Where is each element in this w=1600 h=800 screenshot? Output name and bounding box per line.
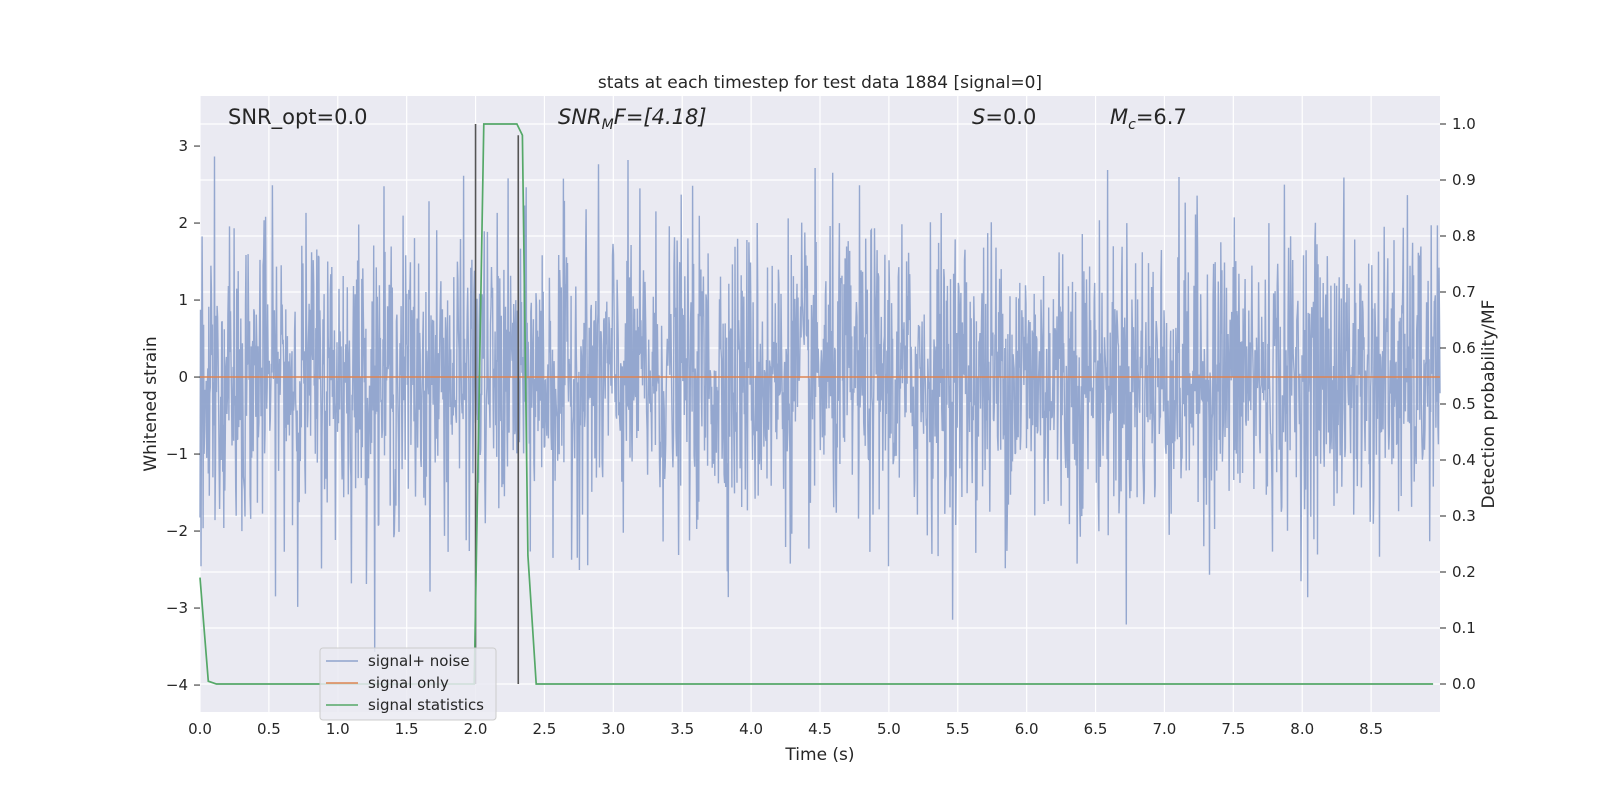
y-ticks: 3 2 1 0 −1 −2 −3 −4 (166, 137, 200, 694)
signal-noise-trace (199, 156, 1441, 653)
mc-rest: =6.7 (1136, 105, 1187, 129)
y-tick-label: 0 (178, 368, 188, 386)
x-tick-label: 0.5 (257, 720, 281, 738)
x-tick-label: 8.5 (1359, 720, 1383, 738)
y-tick-label: 1 (178, 291, 188, 309)
x-tick-label: 5.5 (946, 720, 970, 738)
x-tick-label: 4.5 (808, 720, 832, 738)
legend: signal+ noise signal only signal statist… (319, 647, 497, 721)
y2-axis-label: Detection probability/MF (1479, 300, 1499, 509)
snr-mf-sub: M (602, 117, 614, 133)
legend-box (319, 647, 497, 721)
y2-tick-label: 0.2 (1452, 563, 1476, 581)
x-axis-label: Time (s) (784, 745, 854, 765)
x-tick-label: 3.5 (670, 720, 694, 738)
x-tick-label: 0.0 (188, 720, 212, 738)
x-tick-label: 7.0 (1153, 720, 1177, 738)
x-tick-label: 6.0 (1015, 720, 1039, 738)
y2-tick-label: 0.6 (1452, 339, 1476, 357)
y2-tick-label: 0.9 (1452, 171, 1476, 189)
y-tick-label: −3 (166, 599, 188, 617)
y2-tick-label: 0.0 (1452, 675, 1476, 693)
x-tick-label: 1.0 (326, 720, 350, 738)
x-tick-label: 4.0 (739, 720, 763, 738)
legend-label-signal-noise: signal+ noise (368, 652, 470, 670)
mc-sub: c (1128, 117, 1136, 133)
x-tick-label: 6.5 (1084, 720, 1108, 738)
annotation-mc: Mc=6.7 (1110, 105, 1187, 133)
annotation-s: S=0.0 (972, 105, 1036, 129)
x-tick-label: 3.0 (601, 720, 625, 738)
snr-mf-rest: F=[4.18] (614, 105, 707, 129)
y-tick-label: −1 (166, 445, 188, 463)
legend-label-signal-statistics: signal statistics (368, 696, 484, 714)
y2-tick-label: 0.1 (1452, 619, 1476, 637)
annotation-snr-opt: SNR_opt=0.0 (228, 105, 368, 130)
y2-tick-label: 0.4 (1452, 451, 1476, 469)
x-tick-label: 1.5 (395, 720, 419, 738)
x-tick-label: 2.5 (533, 720, 557, 738)
y2-tick-label: 0.7 (1452, 283, 1476, 301)
x-tick-label: 5.0 (877, 720, 901, 738)
x-tick-label: 8.0 (1290, 720, 1314, 738)
x-ticks: 0.0 0.5 1.0 1.5 2.0 2.5 3.0 3.5 4.0 4.5 5.0 5.5 6.0 6… (188, 720, 1383, 738)
y2-tick-label: 0.8 (1452, 227, 1476, 245)
annotation-snr-mf: SNRMF=[4.18] (558, 105, 707, 133)
snr-mf-main: SNR (558, 105, 602, 129)
series-signal-statistics (199, 123, 1434, 685)
series-signal-noise (199, 156, 1441, 653)
y-axis-label: Whitened strain (141, 336, 161, 471)
x-tick-label: 7.5 (1221, 720, 1245, 738)
y2-tick-label: 1.0 (1452, 115, 1476, 133)
y2-ticks: 1.0 0.9 0.8 0.7 0.6 0.5 0.4 0.3 0.2 0.1 0.0 (1440, 115, 1476, 693)
y-tick-label: −4 (166, 676, 188, 694)
x-tick-label: 2.0 (464, 720, 488, 738)
s-rest: =0.0 (985, 105, 1036, 129)
legend-label-signal-only: signal only (368, 674, 449, 692)
y-tick-label: 3 (178, 137, 188, 155)
mc-main: M (1110, 105, 1128, 129)
y-tick-label: 2 (178, 214, 188, 232)
chart-title: stats at each timestep for test data 188… (598, 73, 1042, 93)
y2-tick-label: 0.3 (1452, 507, 1476, 525)
s-main: S (972, 105, 985, 129)
y2-tick-label: 0.5 (1452, 395, 1476, 413)
y-tick-label: −2 (166, 522, 188, 540)
